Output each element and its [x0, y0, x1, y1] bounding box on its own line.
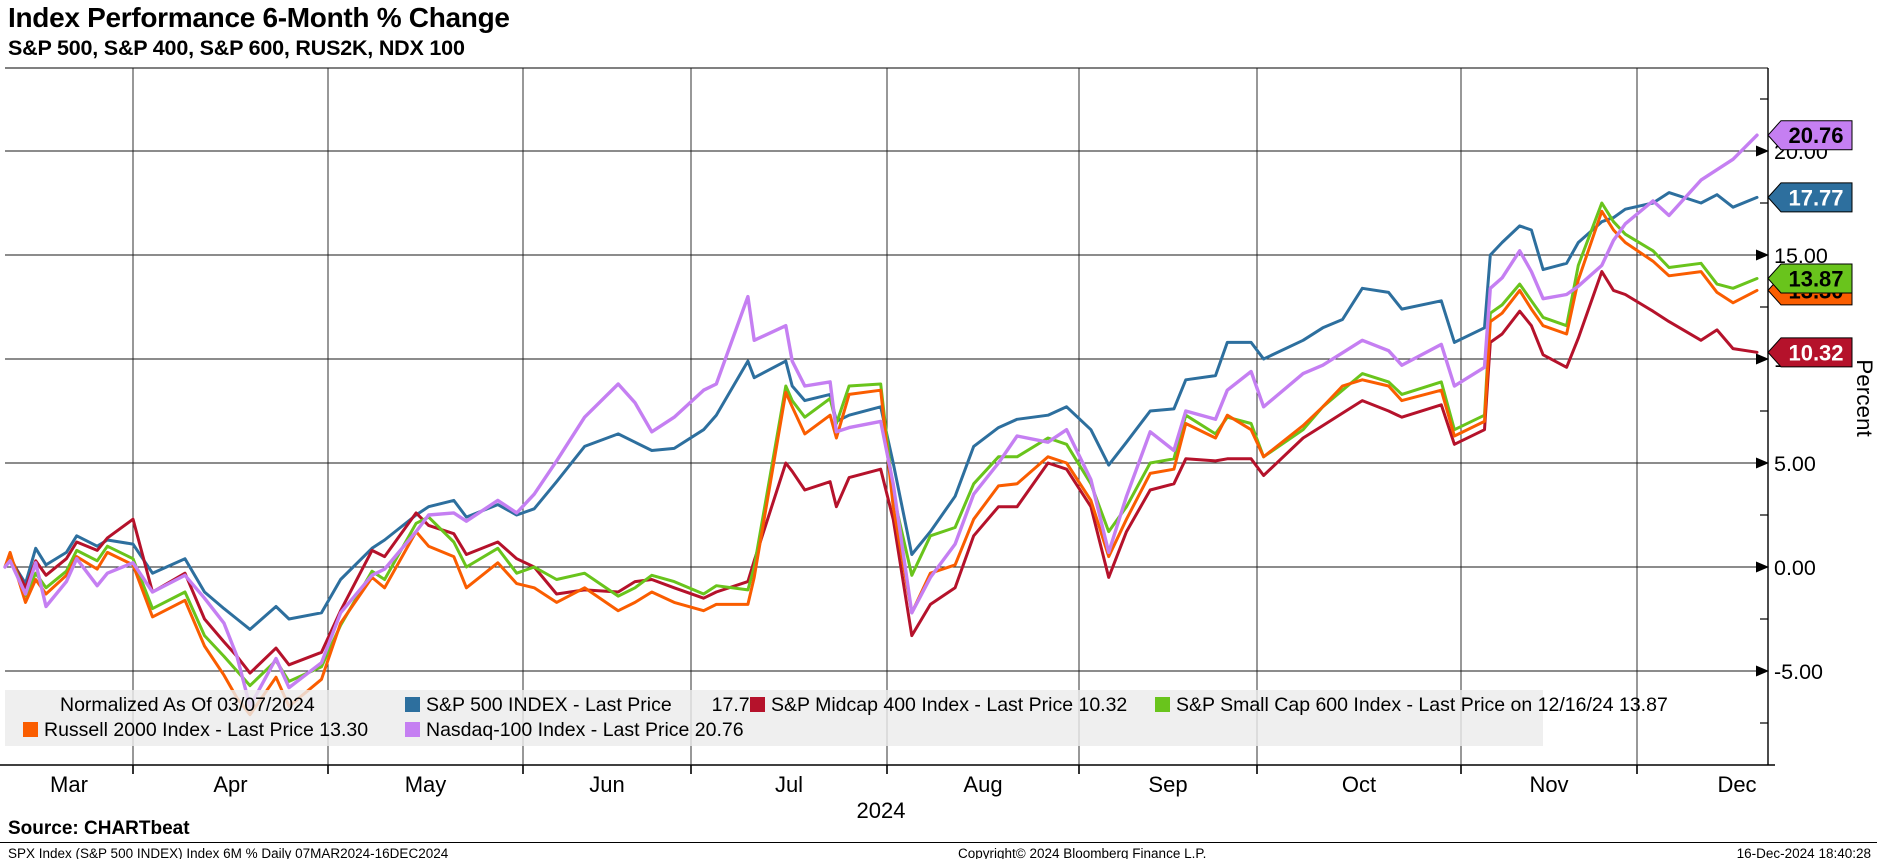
- legend-swatch-icon: [750, 697, 765, 712]
- legend-last-price-value: 17.77: [711, 694, 761, 716]
- x-month-label: Dec: [1717, 772, 1756, 797]
- legend-label: S&P Midcap 400 Index - Last Price 10.32: [771, 694, 1128, 716]
- x-month-label: Apr: [213, 772, 247, 797]
- y-tick-label: 20.00: [1774, 140, 1828, 164]
- y-tick-label: 15.00: [1774, 244, 1828, 268]
- y-tick-label: 0.00: [1774, 556, 1816, 580]
- legend-label: S&P 500 INDEX - Last Price: [426, 694, 672, 716]
- gridline-arrow-icon: [1756, 145, 1769, 157]
- x-month-label: Sep: [1148, 772, 1187, 797]
- legend-item-3: Russell 2000 Index - Last Price 13.30: [23, 717, 368, 743]
- line-series-2: [3, 201, 1759, 688]
- legend-label: Russell 2000 Index - Last Price 13.30: [44, 719, 369, 741]
- footer-security-info: SPX Index (S&P 500 INDEX) Index 6M % Dai…: [8, 846, 449, 859]
- legend-swatch-icon: [405, 697, 420, 712]
- footer-copyright: Copyright© 2024 Bloomberg Finance L.P.: [958, 846, 1207, 859]
- x-month-label: Jun: [589, 772, 624, 797]
- gridline-arrow-icon: [1756, 665, 1769, 677]
- x-month-label: May: [405, 772, 447, 797]
- gridline-arrow-icon: [1756, 249, 1769, 261]
- legend-swatch-icon: [405, 722, 420, 737]
- footer-timestamp: 16-Dec-2024 18:40:28: [1736, 846, 1871, 859]
- y-axis-title: Percent: [1852, 359, 1877, 437]
- legend-item-2: S&P Small Cap 600 Index - Last Price on …: [1155, 692, 1668, 718]
- line-series-0: [3, 191, 1759, 631]
- x-month-label: Oct: [1342, 772, 1376, 797]
- y-tick-label: 5.00: [1774, 452, 1816, 476]
- y-tick-label: -5.00: [1774, 660, 1823, 684]
- legend-swatch-icon: [1155, 697, 1170, 712]
- page-title: Index Performance 6-Month % Change: [8, 2, 510, 33]
- x-year-label: 2024: [857, 798, 906, 823]
- x-month-label: Nov: [1529, 772, 1568, 797]
- x-month-label: Aug: [963, 772, 1002, 797]
- x-month-label: Jul: [775, 772, 803, 797]
- gridline-arrow-icon: [1756, 457, 1769, 469]
- line-series-1: [3, 270, 1759, 675]
- gridline-arrow-icon: [1756, 353, 1769, 365]
- x-month-label: Mar: [50, 772, 88, 797]
- gridline-arrow-icon: [1756, 561, 1769, 573]
- legend-item-4: Nasdaq-100 Index - Last Price 20.76: [405, 717, 744, 743]
- chart-subtitle: S&P 500, S&P 400, S&P 600, RUS2K, NDX 10…: [8, 36, 465, 60]
- legend-swatch-icon: [23, 722, 38, 737]
- legend-normalized-note: Normalized As Of 03/07/2024: [60, 694, 315, 716]
- legend-item-0: S&P 500 INDEX - Last Price 17.77: [405, 692, 760, 718]
- legend-item-1: S&P Midcap 400 Index - Last Price 10.32: [750, 692, 1127, 718]
- source-label: Source: CHARTbeat: [8, 818, 190, 839]
- y-tick-label: 10.00: [1774, 348, 1828, 372]
- footer-divider: [0, 842, 1877, 843]
- legend-label: Nasdaq-100 Index - Last Price 20.76: [426, 719, 744, 741]
- line-series-4: [3, 133, 1759, 709]
- legend-label: S&P Small Cap 600 Index - Last Price on …: [1176, 694, 1668, 716]
- chart-legend: Normalized As Of 03/07/2024 S&P 500 INDEX…: [5, 690, 1668, 746]
